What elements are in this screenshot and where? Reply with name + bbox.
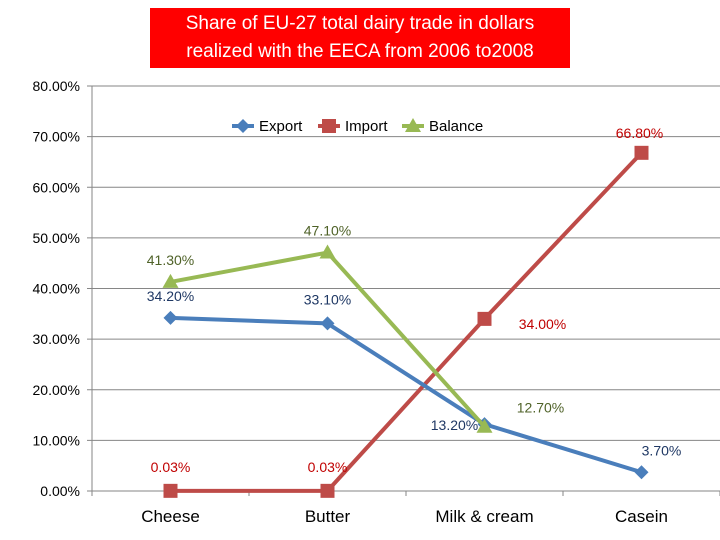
- legend-label-import: Import: [345, 118, 388, 135]
- x-tick-label: Milk & cream: [435, 507, 533, 526]
- y-tick-label: 50.00%: [33, 230, 80, 246]
- data-label-export: 13.20%: [431, 417, 478, 433]
- data-point-balance: [162, 273, 179, 288]
- data-label-export: 33.10%: [304, 291, 351, 307]
- y-tick-label: 30.00%: [33, 331, 80, 347]
- data-point-import: [163, 483, 178, 498]
- y-tick-label: 60.00%: [33, 179, 80, 195]
- data-label-export: 34.20%: [147, 288, 194, 304]
- series-line-balance: [170, 250, 486, 429]
- data-point-import: [320, 483, 335, 498]
- data-label-balance: 41.30%: [147, 252, 194, 268]
- y-tick-label: 70.00%: [33, 129, 80, 145]
- data-point-export: [163, 310, 178, 325]
- data-label-import: 34.00%: [519, 316, 566, 332]
- data-point-import: [634, 145, 649, 160]
- x-tick-label: Casein: [615, 507, 668, 526]
- series-line-export: [170, 315, 643, 475]
- data-point-balance: [476, 418, 493, 433]
- data-label-import: 0.03%: [308, 459, 348, 475]
- data-label-balance: 47.10%: [304, 223, 351, 239]
- data-label-balance: 12.70%: [517, 400, 564, 416]
- y-tick-label: 40.00%: [33, 281, 80, 297]
- data-point-export: [320, 316, 335, 331]
- legend-marker-balance: [405, 118, 421, 132]
- data-point-balance: [319, 244, 336, 259]
- data-label-import: 0.03%: [151, 459, 191, 475]
- data-label-export: 3.70%: [642, 442, 682, 458]
- chart-title-line-2: realized with the EECA from 2006 to2008: [186, 41, 534, 62]
- y-tick-label: 80.00%: [33, 78, 80, 94]
- y-tick-label: 0.00%: [40, 483, 80, 499]
- legend-marker-import: [322, 119, 336, 133]
- legend-marker-export: [236, 119, 250, 133]
- data-point-export: [634, 465, 649, 480]
- chart-title: Share of EU-27 total dairy trade in doll…: [150, 8, 570, 68]
- x-tick-label: Cheese: [141, 507, 200, 526]
- y-tick-label: 20.00%: [33, 382, 80, 398]
- x-tick-label: Butter: [305, 507, 351, 526]
- legend-label-balance: Balance: [429, 118, 483, 135]
- chart-title-line-1: Share of EU-27 total dairy trade in doll…: [185, 13, 535, 34]
- data-label-import: 66.80%: [616, 125, 663, 141]
- legend-label-export: Export: [259, 118, 303, 135]
- series-line-import: [170, 151, 643, 493]
- data-point-import: [477, 311, 492, 326]
- y-tick-label: 10.00%: [33, 432, 80, 448]
